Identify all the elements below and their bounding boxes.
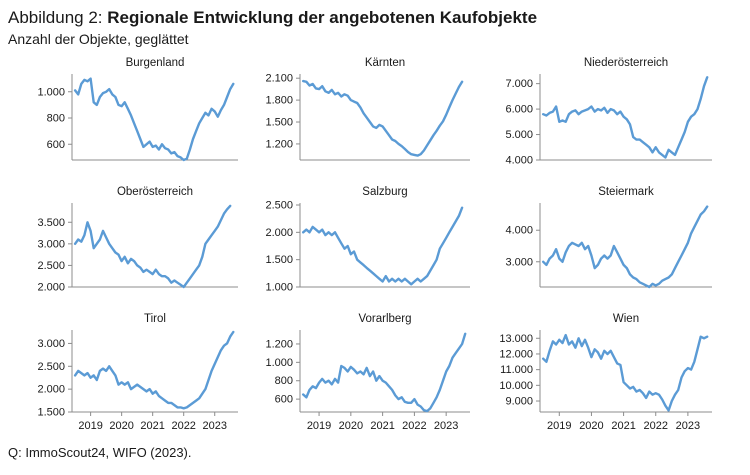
panel-title: Oberösterreich xyxy=(117,186,193,198)
x-tick-label: 2020 xyxy=(339,420,363,432)
y-tick-label: 800 xyxy=(47,113,65,125)
x-tick-label: 2021 xyxy=(611,420,635,432)
panel-title: Wien xyxy=(613,313,639,325)
series-line xyxy=(302,332,467,413)
y-tick-label: 1.800 xyxy=(265,95,293,107)
panel-title: Tirol xyxy=(144,313,166,325)
x-tick-label: 2023 xyxy=(676,420,700,432)
figure-title: Abbildung 2: Regionale Entwicklung der a… xyxy=(8,8,537,28)
y-tick-label: 2.500 xyxy=(37,260,65,272)
x-tick-label: 2019 xyxy=(307,420,331,432)
panel-title: Vorarlberg xyxy=(358,313,411,325)
y-tick-label: 6.000 xyxy=(505,104,533,116)
chart-panel: Wien 9.000 10.000 11.000 12.000 13.000 2019 202… xyxy=(499,313,712,432)
x-tick-label: 2019 xyxy=(547,420,571,432)
y-tick-label: 1.000 xyxy=(265,282,293,294)
y-tick-label: 3.500 xyxy=(37,217,65,229)
y-tick-label: 13.000 xyxy=(499,333,533,345)
x-tick-label: 2023 xyxy=(202,420,226,432)
chart-panel: Niederösterreich 4.000 5.000 6.000 7.000 xyxy=(505,57,712,167)
y-tick-label: 2.000 xyxy=(265,227,293,239)
series-line xyxy=(73,330,235,410)
x-tick-label: 2023 xyxy=(434,420,458,432)
series-line xyxy=(542,205,709,289)
y-tick-label: 2.100 xyxy=(265,73,293,85)
y-tick-label: 2.500 xyxy=(265,200,293,212)
x-tick-label: 2021 xyxy=(370,420,394,432)
y-tick-label: 5.000 xyxy=(505,129,533,141)
series-line xyxy=(542,333,709,412)
y-tick-label: 9.000 xyxy=(505,396,533,408)
y-tick-label: 1.200 xyxy=(265,138,293,150)
y-tick-label: 2.000 xyxy=(37,282,65,294)
source-note: Q: ImmoScout24, WIFO (2023). xyxy=(8,445,192,460)
x-tick-label: 2019 xyxy=(78,420,102,432)
chart-panel: Oberösterreich 2.000 2.500 3.000 3.500 xyxy=(37,186,238,294)
panel-title: Steiermark xyxy=(598,186,654,198)
figure-subtitle: Anzahl der Objekte, geglättet xyxy=(8,31,189,47)
chart-panel: Tirol 1.500 2.000 2.500 3.000 2019 2020 2021 202… xyxy=(37,313,238,432)
chart-panel: Salzburg 1.000 1.500 2.000 2.500 xyxy=(265,186,470,294)
y-tick-label: 1.500 xyxy=(265,117,293,129)
y-tick-label: 1.000 xyxy=(37,86,65,98)
y-tick-label: 2.000 xyxy=(37,384,65,396)
y-tick-label: 11.000 xyxy=(500,364,533,376)
chart-panel: Steiermark 3.000 4.000 xyxy=(505,186,712,289)
chart-panel: Burgenland 600 800 1.000 xyxy=(37,57,238,162)
x-tick-label: 2022 xyxy=(171,420,195,432)
panel-title: Niederösterreich xyxy=(584,57,668,69)
y-tick-label: 4.000 xyxy=(505,225,533,237)
y-tick-label: 4.000 xyxy=(505,155,533,167)
x-tick-label: 2020 xyxy=(109,420,133,432)
y-tick-label: 800 xyxy=(275,375,293,387)
series-line xyxy=(542,76,709,159)
panel-title: Burgenland xyxy=(126,57,185,69)
x-tick-label: 2022 xyxy=(402,420,426,432)
series-line xyxy=(302,206,464,286)
panel-title: Kärnten xyxy=(365,57,405,69)
y-tick-label: 3.000 xyxy=(37,238,65,250)
y-tick-label: 1.500 xyxy=(37,407,65,419)
y-tick-label: 3.000 xyxy=(37,338,65,350)
series-line xyxy=(73,204,232,289)
series-line xyxy=(302,79,464,157)
y-tick-label: 1.200 xyxy=(265,338,293,350)
y-tick-label: 1.000 xyxy=(265,357,293,369)
series-line xyxy=(73,77,235,162)
chart-panel: Vorarlberg 600 800 1.000 1.200 2019 2020 2021 20… xyxy=(265,313,470,432)
chart-panel: Kärnten 1.200 1.500 1.800 2.100 xyxy=(265,57,470,161)
panel-title: Salzburg xyxy=(362,186,407,198)
y-tick-label: 1.500 xyxy=(265,254,293,266)
x-tick-label: 2021 xyxy=(140,420,164,432)
y-tick-label: 2.500 xyxy=(37,361,65,373)
y-tick-label: 10.000 xyxy=(499,380,533,392)
y-tick-label: 3.000 xyxy=(505,256,533,268)
figure-label: Abbildung 2: xyxy=(8,8,103,27)
x-tick-label: 2020 xyxy=(579,420,603,432)
x-tick-label: 2022 xyxy=(643,420,667,432)
figure-title-text: Regionale Entwicklung der angebotenen Ka… xyxy=(107,8,538,27)
y-tick-label: 600 xyxy=(47,139,65,151)
y-tick-label: 600 xyxy=(275,394,293,406)
y-tick-label: 7.000 xyxy=(505,78,533,90)
y-tick-label: 12.000 xyxy=(499,348,533,360)
